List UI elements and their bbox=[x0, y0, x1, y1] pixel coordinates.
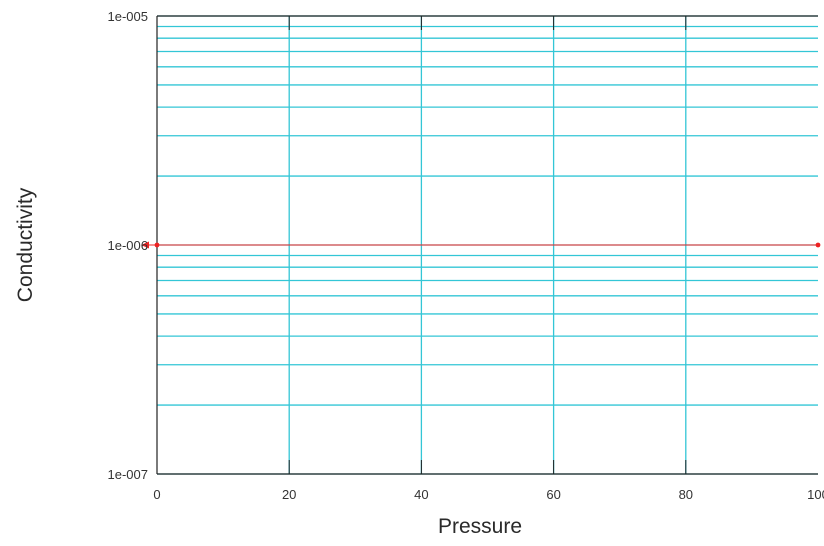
x-tick-label: 80 bbox=[679, 487, 693, 502]
y-axis-title: Conductivity bbox=[14, 187, 37, 302]
series-point bbox=[815, 242, 821, 248]
x-tick-label: 0 bbox=[153, 487, 160, 502]
x-axis-title: Pressure bbox=[438, 515, 522, 538]
series bbox=[141, 241, 821, 249]
x-tick-label: 20 bbox=[282, 487, 296, 502]
tick-labels: 1e-007 1e-006 1e-005 0 20 40 60 80 100 bbox=[108, 9, 824, 502]
y-tick-label: 1e-006 bbox=[108, 238, 148, 253]
x-tick-label: 100 bbox=[807, 487, 824, 502]
series-point bbox=[154, 242, 160, 248]
x-tick-label: 40 bbox=[414, 487, 428, 502]
series-arrow-left bbox=[141, 241, 149, 249]
y-tick-label: 1e-005 bbox=[108, 9, 148, 24]
x-tick-label: 60 bbox=[546, 487, 560, 502]
y-tick-label: 1e-007 bbox=[108, 467, 148, 482]
